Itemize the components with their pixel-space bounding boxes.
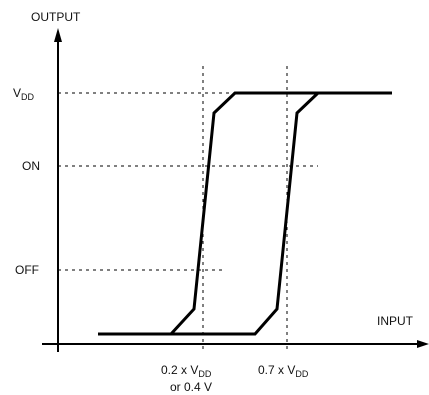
x-axis-title: INPUT (377, 314, 414, 328)
hysteresis-curve-rising (171, 91, 320, 336)
high-threshold-label: 0.7 x VDD (258, 363, 309, 379)
low-threshold-label: 0.2 x VDD (161, 363, 212, 379)
low-threshold-alt-label: or 0.4 V (170, 380, 212, 394)
on-label: ON (22, 159, 40, 173)
y-axis-arrowhead (54, 28, 62, 42)
hysteresis-curve-falling (98, 91, 392, 336)
x-axis-arrowhead (417, 340, 429, 348)
y-axis-title: OUTPUT (31, 10, 81, 24)
off-label: OFF (15, 263, 39, 277)
vdd-label: VDD (13, 86, 35, 102)
